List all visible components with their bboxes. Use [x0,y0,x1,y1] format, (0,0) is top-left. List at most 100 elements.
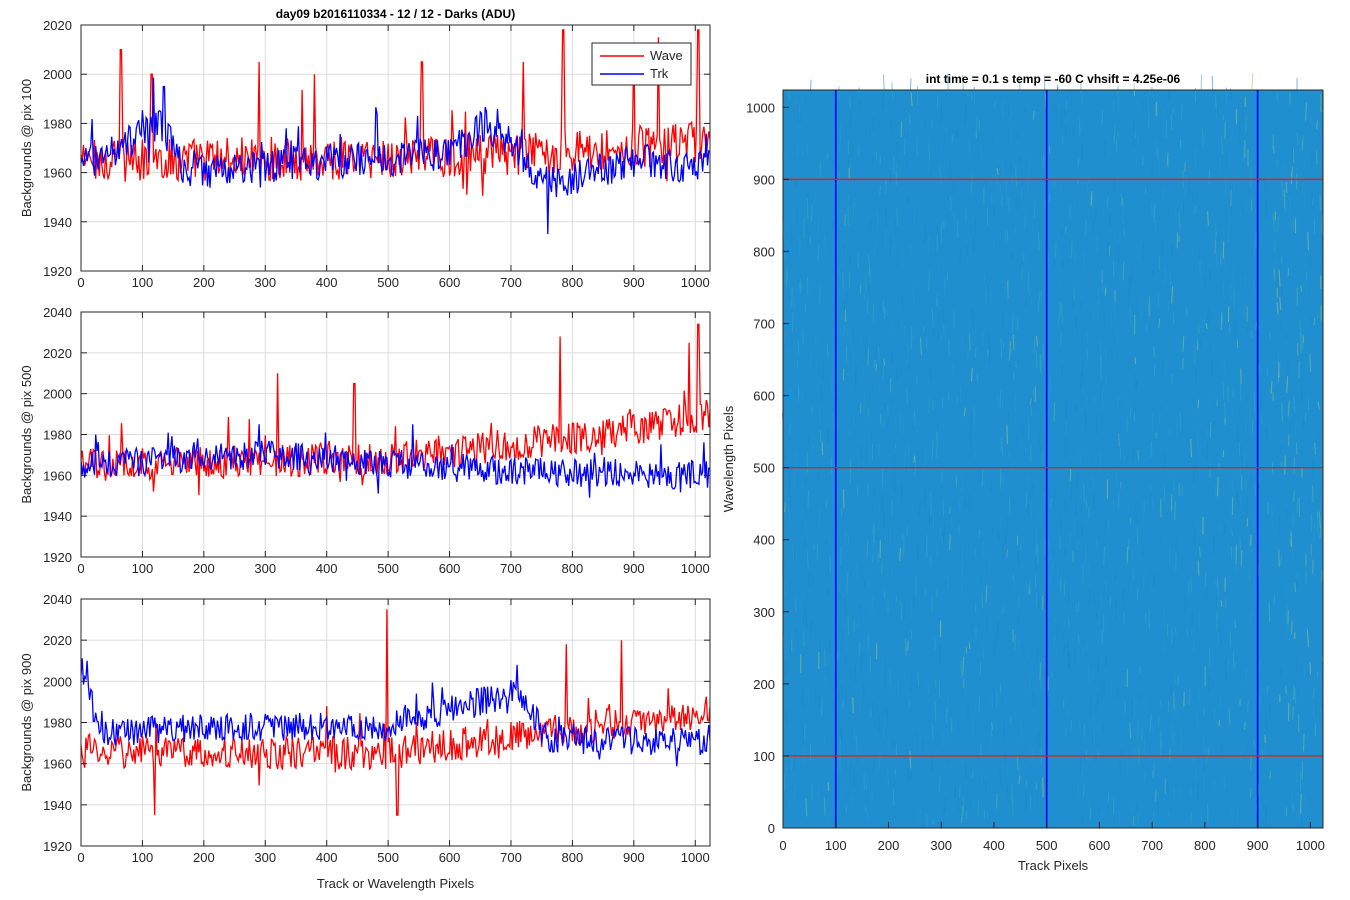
y-tick-label: 1940 [43,215,72,230]
heatmap-streak [784,502,786,512]
heatmap-streak [843,327,846,336]
heatmap-streak [823,797,826,816]
heatmap-streak [1137,449,1140,461]
heatmap-streak [1092,308,1095,319]
heatmap-streak [1137,134,1140,146]
heatmap-streak [1196,784,1200,803]
heatmap-streak [1044,537,1047,555]
x-tick-label: 200 [193,275,215,290]
heatmap-streak [926,813,928,828]
heatmap-streak [944,794,947,811]
heatmap-streak [1039,414,1042,433]
heatmap-streak [848,430,851,438]
heatmap-streak [1243,722,1246,730]
heatmap-streak [1214,231,1217,241]
heatmap-streak [1304,102,1308,121]
heatmap-streak [807,489,810,509]
heatmap-streak [996,167,999,175]
y-tick-label: 1960 [43,757,72,772]
heatmap-streak [1272,212,1275,233]
heatmap-streak [1252,517,1255,535]
heatmap-streak [948,128,951,137]
heatmap-streak [1017,318,1019,330]
heatmap-streak [842,272,844,288]
x-tick-label: 500 [377,561,399,576]
heatmap-streak [1208,648,1211,666]
heatmap-streak [1216,575,1219,591]
heatmap-streak [1095,414,1098,435]
heatmap-streak [860,445,863,455]
heatmap-streak [964,103,967,124]
heatmap-streak [1311,316,1314,328]
heatmap-streak [972,769,974,778]
heatmap-streak [1026,649,1029,660]
heatmap-streak [1222,450,1225,458]
heatmap-streak [1204,571,1207,586]
heatmap-streak [783,253,786,260]
heatmap-streak [871,503,874,514]
heatmap-streak [899,412,902,431]
heatmap-streak [1153,365,1156,377]
heatmap-streak [810,619,813,639]
heatmap-streak [1285,686,1287,695]
heatmap-streak [1018,80,1021,94]
heatmap-streak [888,666,891,686]
heatmap-streak [1179,788,1182,800]
heatmap-streak [934,638,936,650]
heatmap-streak [1081,524,1084,542]
heatmap-streak [962,797,965,815]
heatmap-streak [1144,187,1147,195]
heatmap-streak [825,497,828,508]
heatmap-streak [978,696,981,713]
heatmap-streak [841,684,844,698]
heatmap-streak [1243,452,1246,470]
x-tick-label: 0 [77,561,84,576]
heatmap-streak [1227,385,1229,403]
heatmap-streak [1269,331,1272,340]
heatmap-streak [1239,464,1242,478]
heatmap-streak [1312,687,1315,699]
heatmap-streak [1154,219,1157,234]
heatmap-streak [1028,674,1031,690]
heatmap-streak [1082,387,1085,397]
heatmap-streak [1077,783,1080,799]
y-tick-label: 2000 [43,67,72,82]
heatmap-streak [1277,217,1279,233]
heatmap-streak [1039,510,1042,526]
heatmap-streak [981,592,984,609]
heatmap-streak [1174,501,1177,521]
heatmap-streak [1230,190,1232,207]
heatmap-streak [1016,130,1019,140]
heatmap-streak [1194,148,1197,169]
heatmap-streak [1098,807,1100,814]
heatmap-streak [1015,167,1018,187]
heatmap-streak [1082,483,1086,503]
heatmap-streak [1296,656,1298,673]
heatmap-streak [1095,538,1098,551]
heatmap-streak [788,474,791,494]
heatmap-streak [796,359,799,369]
heatmap-streak [805,593,808,602]
heatmap-streak [891,82,894,100]
heatmap-streak [942,808,945,825]
heatmap-streak [880,561,883,574]
heatmap-streak [788,423,791,434]
heatmap-streak [802,329,804,345]
heatmap-streak [1070,92,1073,107]
heatmap-streak [1129,304,1132,325]
heatmap-streak [931,439,934,460]
x-tick-label: 0 [779,838,786,853]
heatmap-streak [1023,106,1026,113]
heatmap-streak [1288,539,1291,548]
heatmap-streak [863,388,866,408]
heatmap-streak [1198,613,1201,630]
heatmap-streak [924,448,926,469]
series-line-trk [81,424,710,498]
heatmap-streak [982,188,985,204]
heatmap-streak [982,640,985,661]
heatmap-streak [882,74,885,92]
heatmap-streak [1078,718,1081,730]
heatmap-streak [882,419,885,428]
heatmap-streak [1198,547,1201,558]
heatmap-streak [1054,242,1057,258]
